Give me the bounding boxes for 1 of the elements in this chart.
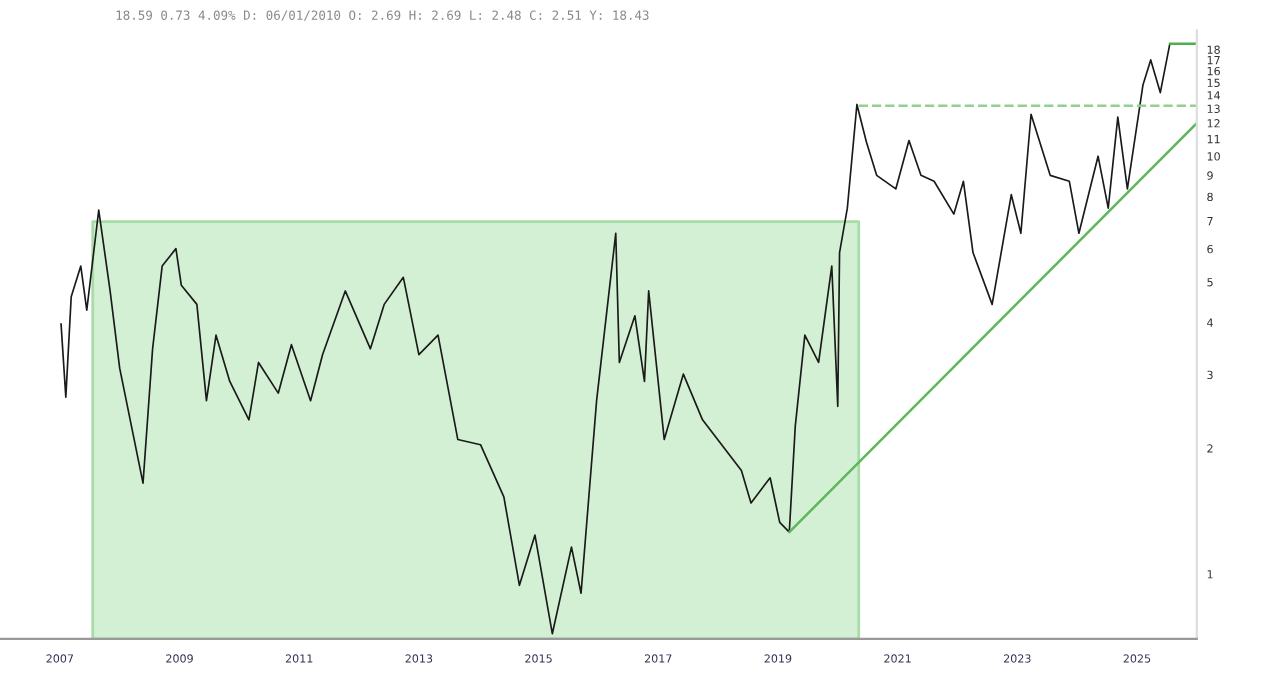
line-series (60, 42, 1171, 635)
